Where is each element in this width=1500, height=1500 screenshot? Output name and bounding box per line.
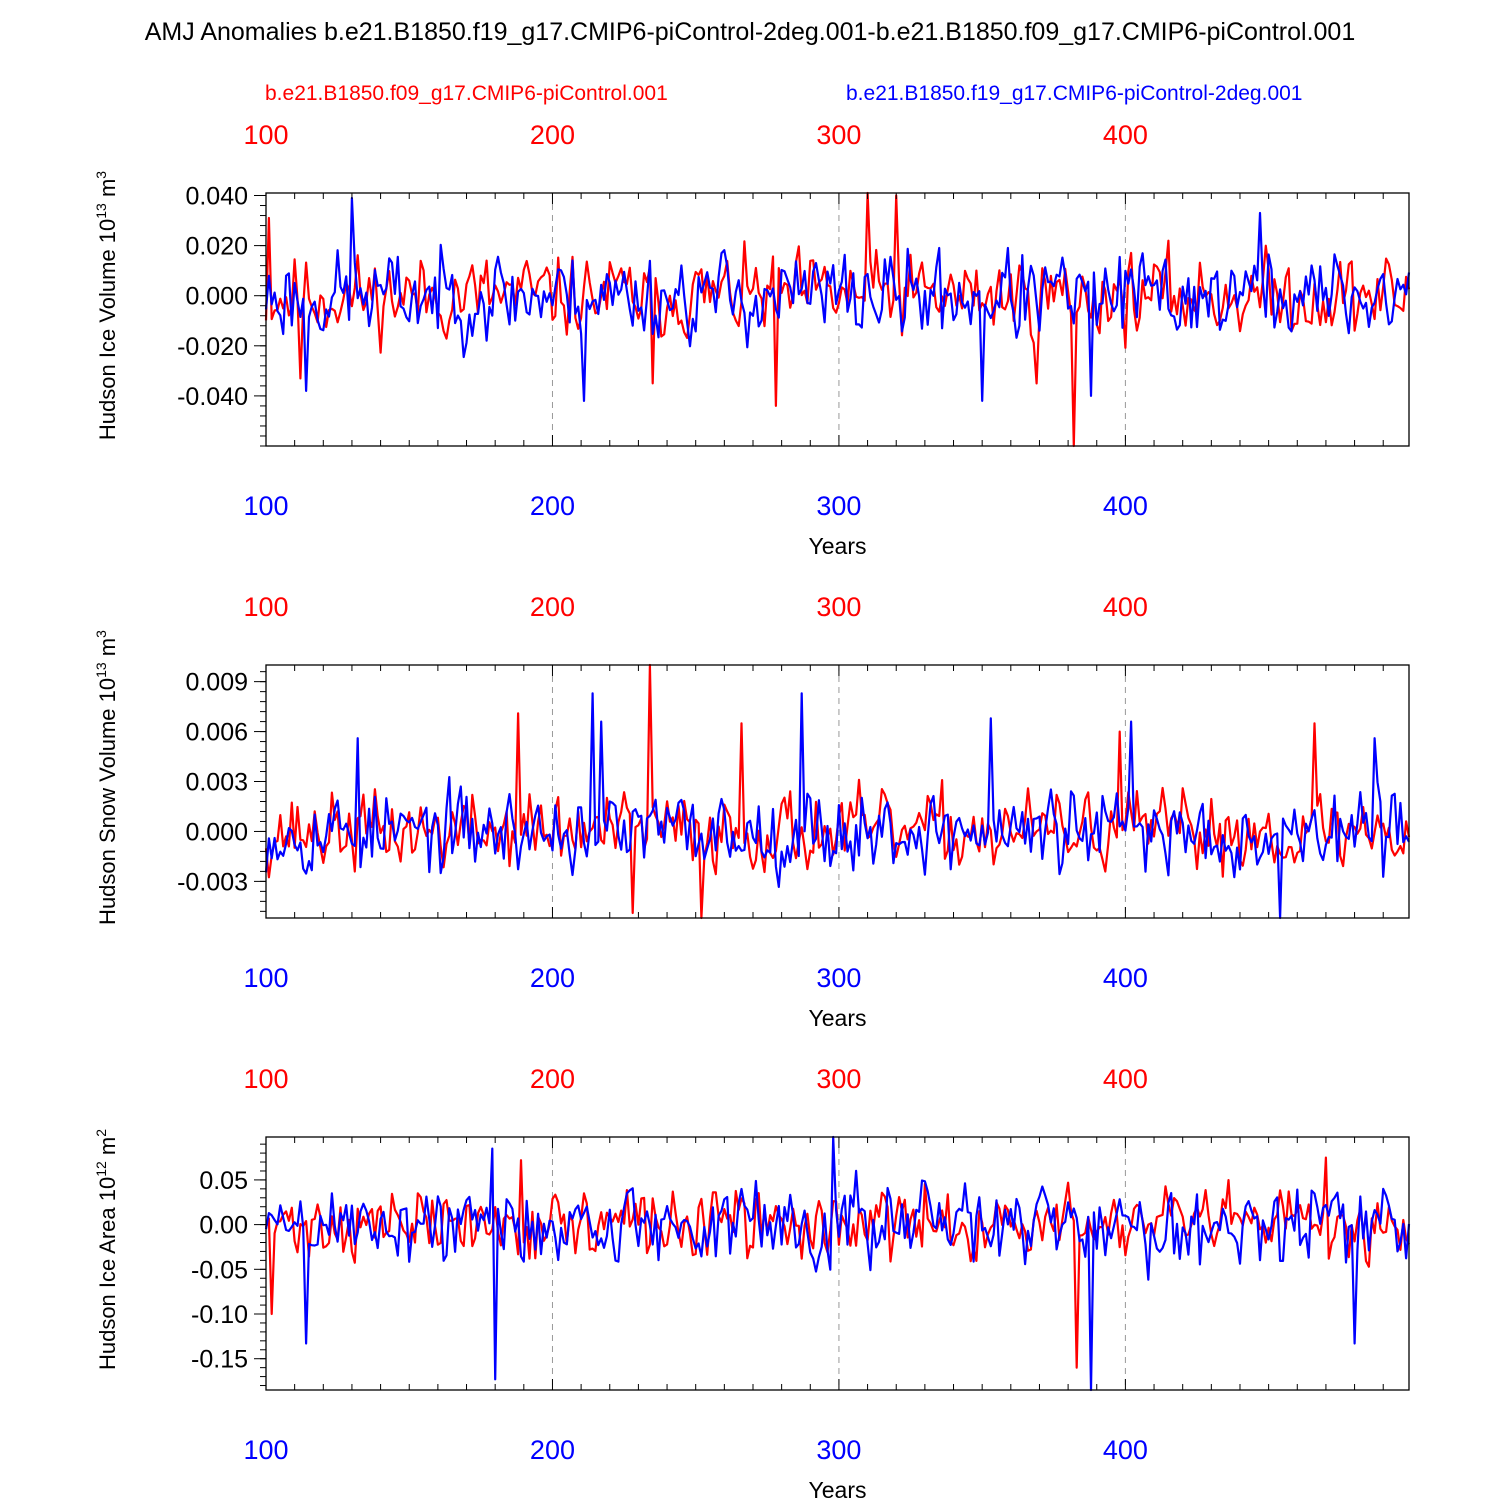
series-line-blue (264, 692, 1410, 920)
y-tick-label: 0.00 (199, 1212, 248, 1240)
bottom-x-tick-label: 400 (1103, 1435, 1148, 1465)
legend-red-series: b.e21.B1850.f09_g17.CMIP6-piControl.001 (265, 82, 668, 105)
top-x-tick-label: 400 (1103, 592, 1148, 622)
series-line-blue (264, 196, 1411, 402)
y-tick-label: 0.006 (185, 719, 248, 747)
y-tick-label: -0.003 (177, 868, 248, 896)
legend-blue-series: b.e21.B1850.f19_g17.CMIP6-piControl-2deg… (846, 82, 1303, 105)
chart-panel-3: 0.05 0.00 -0.05 -0.10 -0.15 100 100 200 200 300 30… (93, 1064, 1411, 1500)
bottom-x-tick-label: 400 (1103, 491, 1148, 521)
top-x-tick-label: 200 (530, 120, 575, 150)
x-axis-label: Years (809, 1477, 867, 1500)
y-tick-label: -0.05 (191, 1256, 248, 1284)
y-tick-label: 0.05 (199, 1167, 248, 1195)
y-tick-label: -0.10 (191, 1301, 248, 1329)
figure-title: AMJ Anomalies b.e21.B1850.f19_g17.CMIP6-… (144, 18, 1356, 46)
top-x-tick-label: 200 (530, 1064, 575, 1094)
bottom-x-tick-label: 200 (530, 963, 575, 993)
y-tick-label: 0.000 (185, 283, 248, 311)
y-tick-label: 0.000 (185, 818, 248, 846)
y-tick-label: 0.040 (185, 183, 248, 211)
bottom-x-tick-label: 100 (243, 1435, 288, 1465)
series-line-red (264, 1156, 1410, 1369)
bottom-x-tick-label: 300 (816, 963, 861, 993)
y-tick-label: 0.003 (185, 769, 248, 797)
top-x-tick-label: 400 (1103, 1064, 1148, 1094)
top-x-tick-label: 300 (816, 592, 861, 622)
y-tick-label: 0.009 (185, 669, 248, 697)
bottom-x-tick-label: 300 (816, 491, 861, 521)
bottom-x-tick-label: 200 (530, 491, 575, 521)
y-tick-label: -0.040 (177, 383, 248, 411)
top-x-tick-label: 300 (816, 1064, 861, 1094)
bottom-x-tick-label: 300 (816, 1435, 861, 1465)
y-tick-label: -0.020 (177, 333, 248, 361)
bottom-x-tick-label: 200 (530, 1435, 575, 1465)
plot-frame (265, 192, 1410, 447)
plot-frame (265, 1136, 1410, 1391)
top-x-tick-label: 100 (243, 120, 288, 150)
series-line-red (264, 663, 1411, 920)
y-axis-label: Hudson Ice Area 1012 m2 (93, 1129, 120, 1370)
top-x-tick-label: 100 (243, 592, 288, 622)
chart-panel-2: 0.009 0.006 0.003 0.000 -0.003 100 100 200 200 30… (93, 592, 1411, 1031)
top-x-tick-label: 300 (816, 120, 861, 150)
plot-frame (265, 664, 1410, 919)
bottom-x-tick-label: 400 (1103, 963, 1148, 993)
bottom-x-tick-label: 100 (243, 963, 288, 993)
y-tick-label: -0.15 (191, 1346, 248, 1374)
x-axis-label: Years (809, 1005, 867, 1031)
y-tick-label: 0.020 (185, 233, 248, 261)
y-axis-label: Hudson Ice Volume 1013 m3 (93, 171, 120, 440)
y-axis-label: Hudson Snow Volume 1013 m3 (93, 630, 120, 925)
top-x-tick-label: 400 (1103, 120, 1148, 150)
bottom-x-tick-label: 100 (243, 491, 288, 521)
chart-panel-1: 0.040 0.020 0.000 -0.020 -0.040 100 100 200 200 3… (93, 120, 1411, 559)
x-axis-label: Years (809, 533, 867, 559)
top-x-tick-label: 100 (243, 1064, 288, 1094)
top-x-tick-label: 200 (530, 592, 575, 622)
series-line-blue (264, 1135, 1411, 1392)
